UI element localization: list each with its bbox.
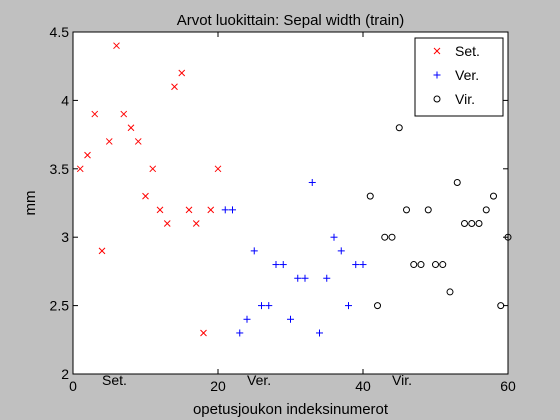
x-tick-label: 60 [500,378,516,394]
series-o [366,124,512,310]
data-point [395,124,403,132]
data-point [178,69,186,77]
data-point [149,165,157,173]
data-point [316,329,323,337]
data-point [403,206,410,214]
data-point [243,315,251,323]
data-point [113,42,120,50]
data-point [294,274,302,282]
legend-label: Set. [455,43,480,59]
legend-label: Ver. [455,67,479,83]
data-point [446,288,454,296]
data-point [345,302,352,310]
legend: Set. Ver. Vir. [414,37,504,117]
data-point [359,261,367,269]
class-annotation: Vir. [392,372,412,388]
data-point [308,178,316,186]
data-point [388,233,396,241]
legend-box [414,37,504,117]
data-point [482,206,490,214]
data-point [171,83,178,91]
x-tick-label: 40 [355,378,371,394]
data-point [207,206,215,214]
legend-marker [433,95,441,103]
data-point [337,247,345,255]
legend-entry: Ver. [433,67,479,83]
data-point [84,151,91,159]
legend-entry: Set. [433,43,480,59]
data-point [221,206,229,214]
data-point [120,110,128,118]
y-tick-label: 4.5 [50,24,70,40]
data-point [272,261,280,269]
data-point [258,302,265,310]
data-point [91,110,99,118]
data-point [98,247,106,255]
axis-ticks: 0 20 40 60 2 2.5 3 3.5 4 4.5 [50,24,516,394]
data-point [163,220,171,227]
data-point [142,192,149,200]
legend-marker [433,71,441,79]
data-point [323,274,331,282]
data-point [490,192,497,200]
data-points [76,42,512,337]
class-annotation: Ver. [247,372,271,388]
data-point [417,261,425,269]
data-point [250,247,258,255]
data-point [76,165,84,173]
y-tick-label: 4 [61,92,69,108]
data-point [301,274,309,282]
y-tick-label: 3.5 [50,161,70,177]
data-point [468,220,476,228]
legend-entry: Vir. [433,91,475,107]
data-point [374,302,381,310]
x-tick-label: 20 [210,378,226,394]
series-x [76,42,222,337]
data-point [236,329,244,337]
x-axis-label: opetusjoukon indeksinumerot [193,401,389,418]
data-point [475,220,483,228]
x-tick-label: 0 [69,378,77,394]
y-tick-label: 2 [61,366,69,382]
data-point [424,206,432,214]
data-point [366,192,374,200]
series-+ [221,178,367,337]
data-point [279,261,287,269]
data-point [453,178,461,186]
data-point [192,220,200,227]
y-tick-label: 2.5 [50,298,70,314]
legend-marker [433,47,441,55]
data-point [185,206,193,214]
data-point [410,261,418,269]
data-point [381,233,389,241]
data-point [105,138,113,145]
data-point [287,315,294,323]
data-point [265,302,273,310]
data-point [461,220,468,228]
legend-label: Vir. [455,91,475,107]
data-point [200,329,207,337]
class-annotation: Set. [102,372,127,388]
data-point [330,233,338,241]
y-tick-label: 3 [61,229,69,245]
data-point [439,261,447,269]
data-point [352,261,360,269]
data-point [134,138,142,145]
data-point [214,165,222,173]
data-point [229,206,236,214]
y-axis-label: mm [22,191,39,216]
chart-title: Arvot luokittain: Sepal width (train) [177,12,405,29]
class-annotations: Set. Ver. Vir. [102,372,412,388]
data-point [156,206,164,214]
data-point [127,124,135,132]
data-point [432,261,439,269]
